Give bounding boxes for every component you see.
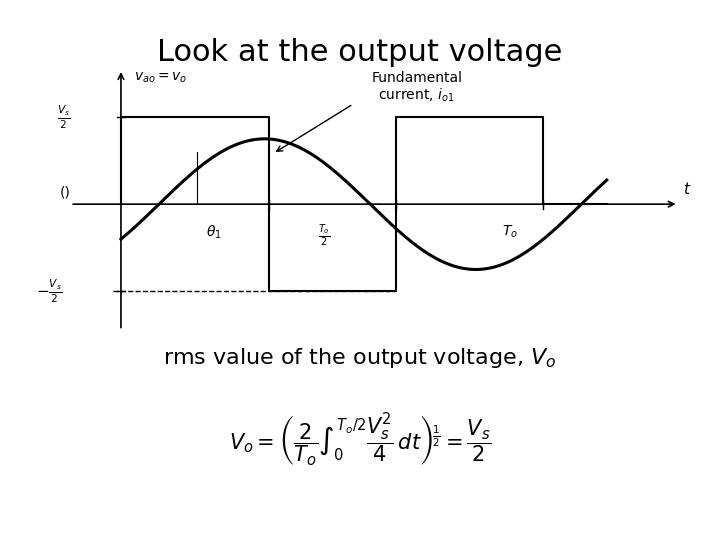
Text: $\frac{T_o}{2}$: $\frac{T_o}{2}$ bbox=[318, 224, 330, 249]
Text: $\frac{V_s}{2}$: $\frac{V_s}{2}$ bbox=[57, 103, 71, 131]
Text: $T_o$: $T_o$ bbox=[502, 224, 518, 240]
Text: $t$: $t$ bbox=[683, 181, 691, 197]
Text: rms value of the output voltage, $V_o$: rms value of the output voltage, $V_o$ bbox=[163, 346, 557, 369]
Text: (): () bbox=[59, 186, 71, 200]
Text: Fundamental: Fundamental bbox=[371, 71, 462, 85]
Text: $-\frac{V_s}{2}$: $-\frac{V_s}{2}$ bbox=[35, 278, 62, 305]
Text: $V_o = \left(\dfrac{2}{T_o}\int_0^{T_o/2}\dfrac{V_s^2}{4}\,dt\right)^{\!\frac{1}: $V_o = \left(\dfrac{2}{T_o}\int_0^{T_o/2… bbox=[229, 411, 491, 469]
Text: current, $i_{o1}$: current, $i_{o1}$ bbox=[379, 86, 455, 104]
Text: $v_{ao} = v_o$: $v_{ao} = v_o$ bbox=[134, 71, 187, 85]
Text: $\theta_1$: $\theta_1$ bbox=[206, 224, 222, 241]
Text: Look at the output voltage: Look at the output voltage bbox=[157, 38, 563, 67]
